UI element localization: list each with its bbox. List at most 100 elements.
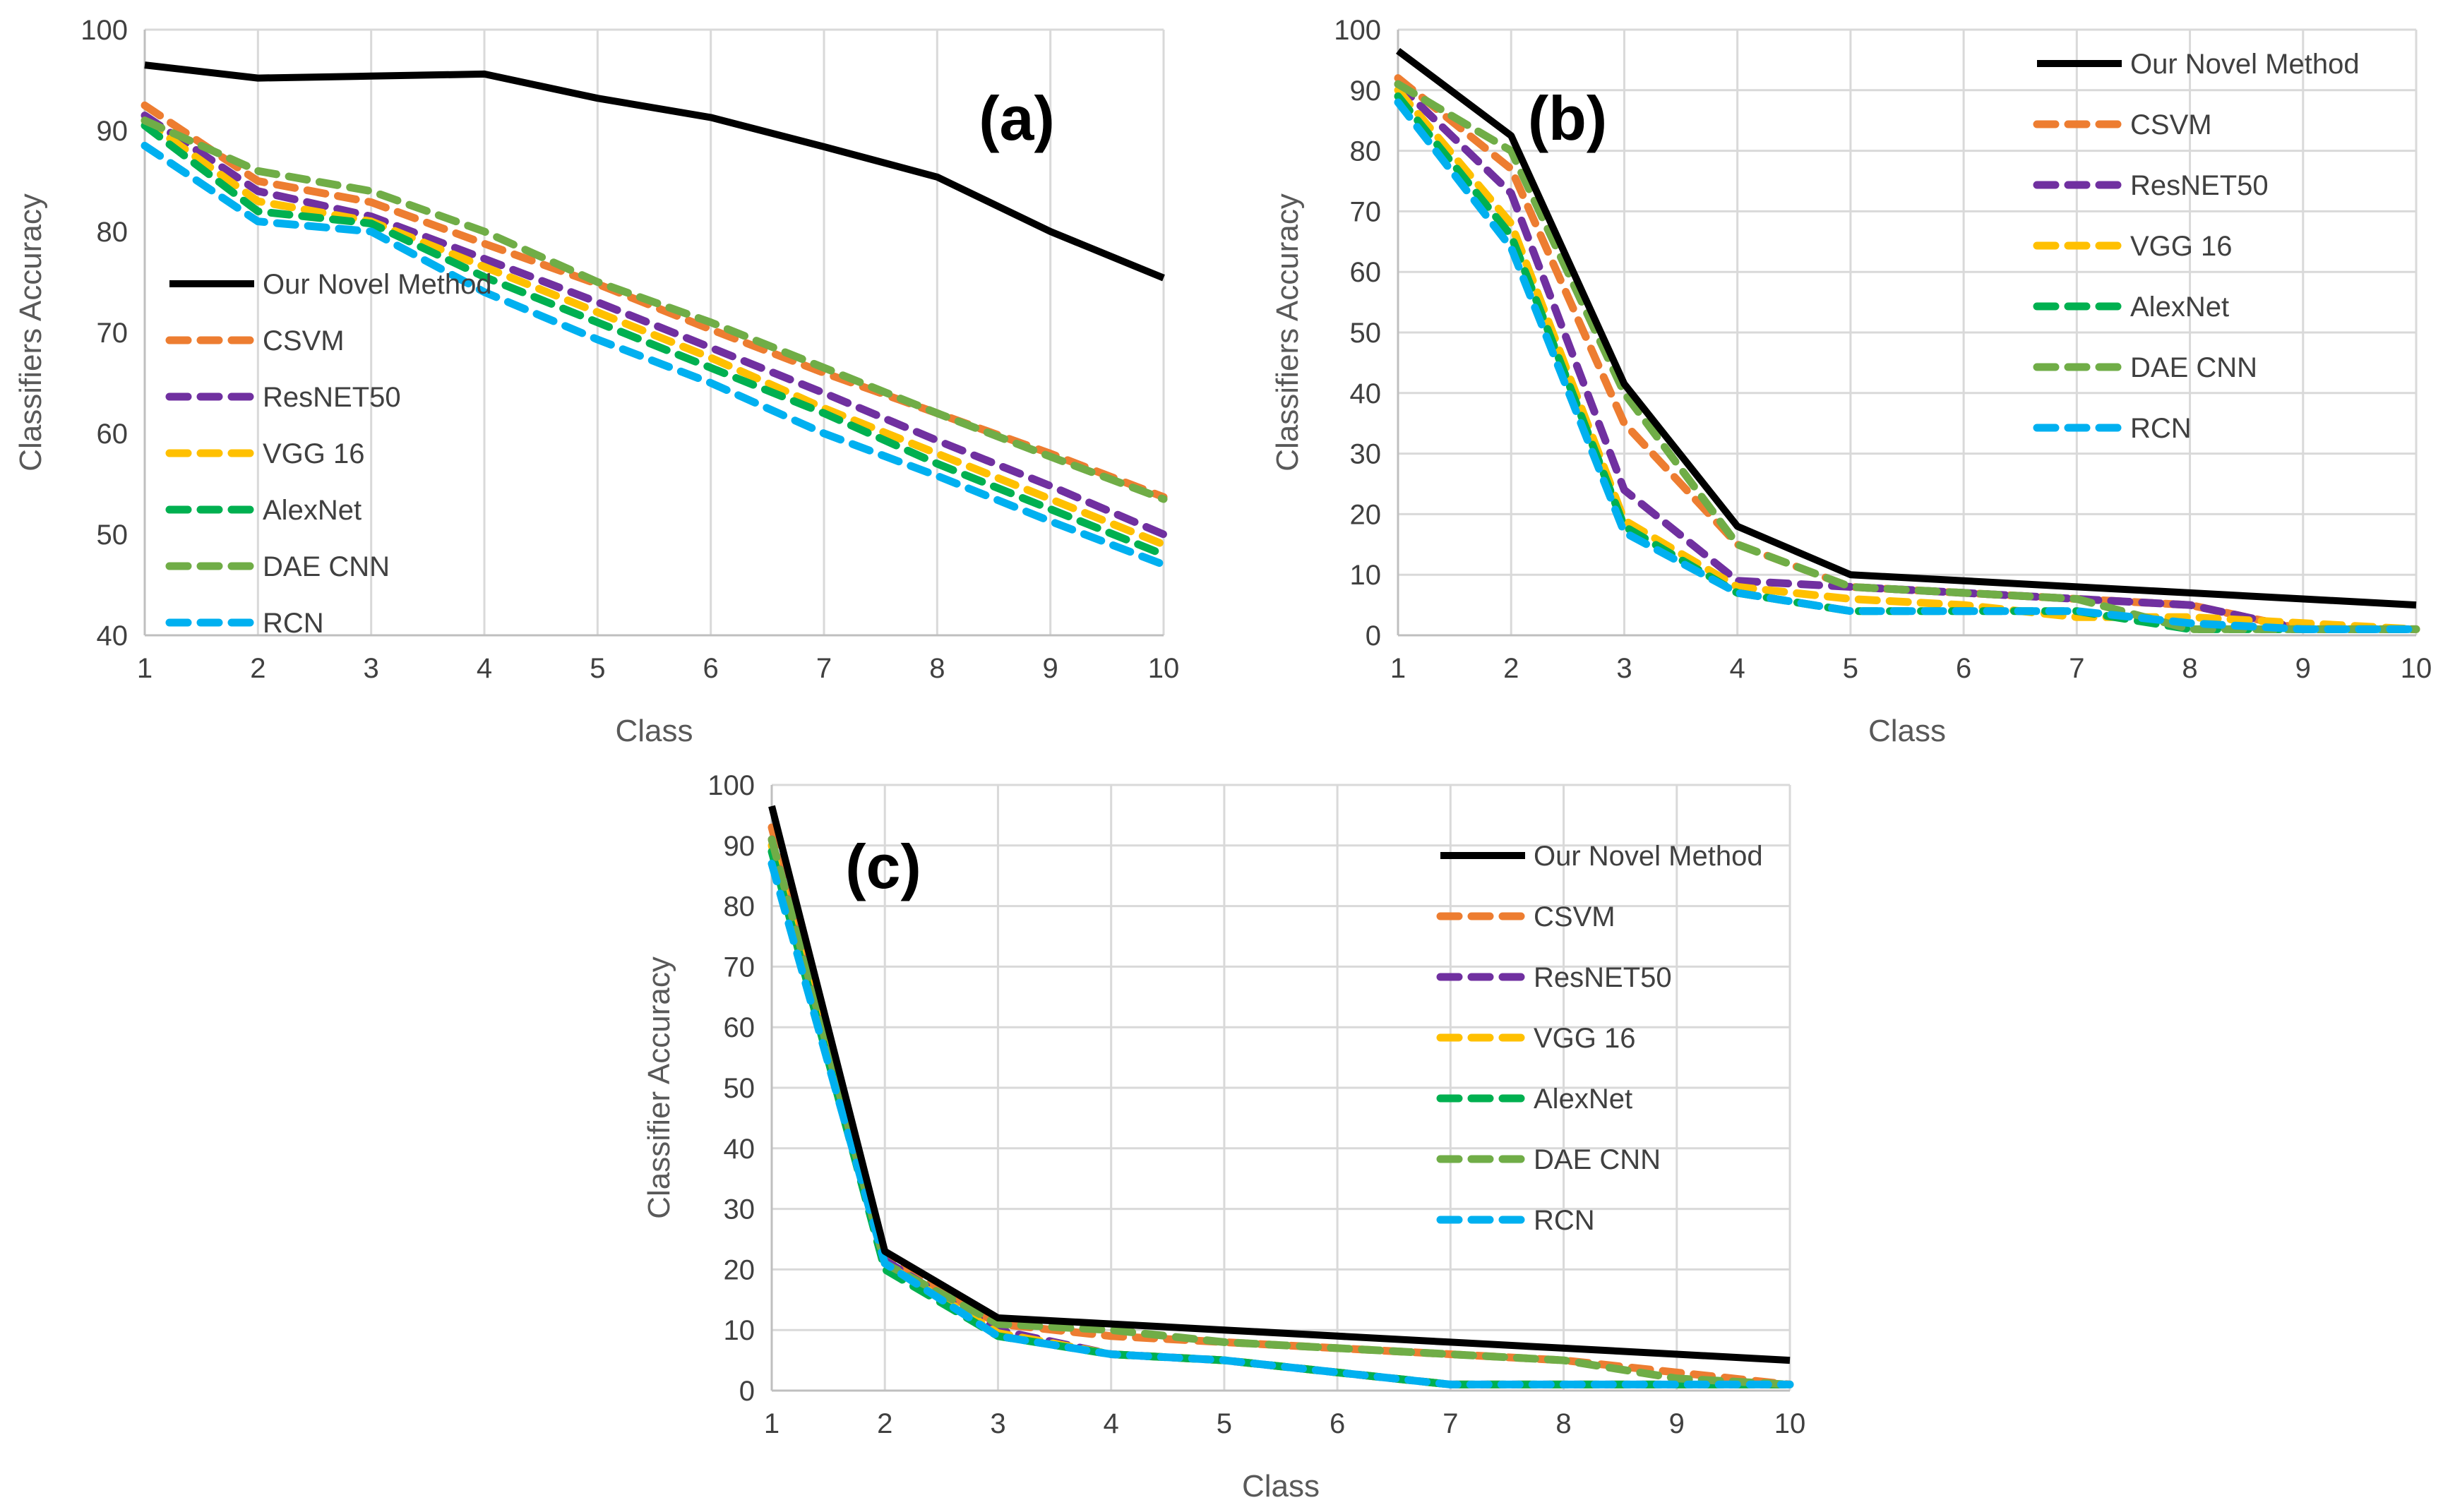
x-tick-label: 7: [1442, 1408, 1458, 1439]
series-line-our-novel-method: [768, 805, 1791, 1364]
series-line-our-novel-method: [144, 61, 1165, 282]
series-line-dae-cnn: [1394, 80, 2420, 633]
y-tick-label: 0: [1366, 620, 1381, 652]
y-tick-label: 90: [97, 116, 129, 147]
y-axis-title: Classifier Accuracy: [642, 956, 676, 1219]
legend-label: VGG 16: [2130, 231, 2233, 262]
x-tick-label: 1: [137, 653, 153, 684]
x-tick-label: 6: [1956, 653, 1971, 684]
x-axis-title: Class: [1868, 714, 1946, 748]
y-tick-label: 60: [97, 419, 129, 450]
series-line-rcn: [1394, 98, 2420, 633]
x-axis-title: Class: [1242, 1469, 1320, 1504]
x-tick-label: 9: [1669, 1408, 1685, 1439]
x-tick-label: 7: [2069, 653, 2084, 684]
legend-label: Our Novel Method: [263, 269, 492, 300]
series-line-csvm: [767, 823, 1794, 1388]
y-tick-label: 80: [97, 217, 129, 248]
series-line-vgg-16: [1394, 86, 2420, 633]
y-tick-label: 20: [724, 1254, 755, 1285]
y-tick-label: 50: [724, 1073, 755, 1104]
x-tick-label: 4: [1104, 1408, 1119, 1439]
series-line-dae-cnn: [141, 116, 1168, 503]
legend-label: VGG 16: [1534, 1023, 1636, 1054]
legend-label: RCN: [2130, 413, 2192, 444]
legend-label: ResNET50: [263, 382, 401, 413]
x-tick-label: 6: [1330, 1408, 1345, 1439]
series-line-rcn: [767, 860, 1794, 1388]
panel-label: (b): [1528, 83, 1607, 153]
x-tick-label: 8: [1555, 1408, 1571, 1439]
x-tick-label: 10: [2401, 653, 2432, 684]
y-tick-label: 40: [97, 620, 129, 652]
x-tick-label: 10: [1148, 653, 1180, 684]
x-tick-label: 2: [250, 653, 265, 684]
legend-label: AlexNet: [2130, 292, 2229, 323]
y-tick-label: 90: [724, 831, 755, 862]
chart-b: 0 10 20 30 40 50 60 70 80 90 100 1 2 3 4 5 6 7 8 9 10 Class Cl…: [1270, 15, 2432, 748]
y-tick-label: 50: [1350, 318, 1382, 349]
y-axis-title: Classifiers Accuracy: [13, 193, 48, 472]
y-tick-label: 100: [707, 770, 755, 801]
y-tick-label: 90: [1350, 76, 1382, 107]
x-tick-label: 5: [590, 653, 605, 684]
x-tick-label: 9: [1043, 653, 1058, 684]
series-line-rcn: [141, 141, 1168, 569]
y-tick-label: 30: [724, 1194, 755, 1225]
legend-label: AlexNet: [263, 495, 362, 526]
y-tick-label: 0: [739, 1376, 755, 1407]
x-tick-label: 2: [877, 1408, 892, 1439]
x-tick-label: 8: [2182, 653, 2197, 684]
legend-label: RCN: [1534, 1205, 1595, 1236]
y-tick-label: 50: [97, 520, 129, 551]
panel-label: (a): [979, 83, 1055, 153]
x-tick-label: 5: [1217, 1408, 1232, 1439]
legend-label: DAE CNN: [1534, 1144, 1661, 1175]
y-tick-label: 10: [724, 1315, 755, 1346]
y-tick-label: 70: [724, 952, 755, 983]
x-tick-label: 3: [1616, 653, 1632, 684]
series-line-alexnet: [767, 847, 1794, 1388]
legend-label: Our Novel Method: [1534, 841, 1763, 872]
legend-label: CSVM: [263, 325, 345, 356]
x-tick-label: 4: [1730, 653, 1745, 684]
chart-c: 0 10 20 30 40 50 60 70 80 90 100 1 2 3 4 5 6 7 8 9 10 Class Cl…: [642, 770, 1806, 1504]
legend-label: DAE CNN: [2130, 352, 2257, 383]
x-tick-label: 1: [1390, 653, 1406, 684]
y-tick-label: 30: [1350, 439, 1382, 470]
gridlines: [770, 784, 1791, 1392]
x-tick-label: 5: [1843, 653, 1858, 684]
series-line-dae-cnn: [767, 835, 1794, 1388]
y-tick-label: 80: [724, 892, 755, 923]
x-tick-label: 7: [816, 653, 832, 684]
legend-label: CSVM: [2130, 109, 2212, 140]
series-line-vgg-16: [767, 841, 1794, 1388]
x-tick-label: 4: [477, 653, 492, 684]
y-tick-label: 60: [1350, 257, 1382, 288]
series-line-our-novel-method: [1395, 48, 2417, 609]
x-tick-label: 3: [364, 653, 379, 684]
y-tick-label: 10: [1350, 560, 1382, 591]
legend-label: CSVM: [1534, 901, 1615, 932]
series-line-resnet50: [1394, 80, 2420, 633]
series-line-alexnet: [141, 121, 1168, 559]
x-tick-label: 9: [2295, 653, 2311, 684]
legend-label: RCN: [263, 608, 324, 639]
y-tick-label: 40: [1350, 378, 1382, 409]
y-tick-label: 20: [1350, 499, 1382, 530]
y-tick-label: 80: [1350, 136, 1382, 167]
y-tick-label: 40: [724, 1134, 755, 1165]
series-line-resnet50: [141, 112, 1168, 539]
y-tick-label: 60: [724, 1012, 755, 1043]
y-axis-title: Classifiers Accuracy: [1270, 193, 1305, 472]
x-tick-label: 10: [1774, 1408, 1806, 1439]
y-tick-label: 70: [1350, 196, 1382, 227]
series-line-vgg-16: [141, 116, 1168, 548]
chart-a: 40 50 60 70 80 90 100 1 2 3 4 5 6 7 8 9 10 Class Classifie…: [13, 15, 1180, 748]
x-tick-label: 3: [990, 1408, 1005, 1439]
series-line-resnet50: [767, 835, 1794, 1388]
panel-label: (c): [845, 832, 921, 901]
x-tick-label: 1: [764, 1408, 780, 1439]
legend: Our Novel Method CSVM ResNET50 VGG 16 AlexNe…: [165, 269, 492, 639]
x-tick-label: 8: [929, 653, 945, 684]
